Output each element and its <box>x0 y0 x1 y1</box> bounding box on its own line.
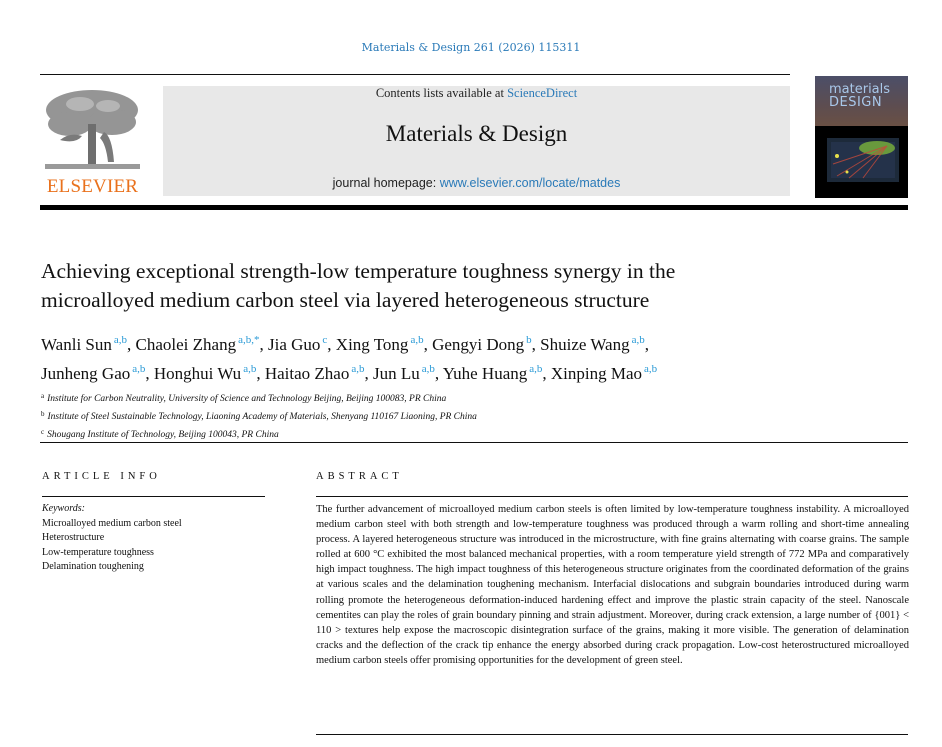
journal-cover-image[interactable]: materials DESIGN <box>815 76 908 198</box>
cover-title-line2: DESIGN <box>829 95 883 110</box>
affiliation-key: c <box>41 428 45 436</box>
author-name[interactable]: Chaolei Zhang <box>135 335 237 354</box>
homepage-line: journal homepage: www.elsevier.com/locat… <box>163 176 790 190</box>
author-name[interactable]: Xinping Mao <box>550 364 643 383</box>
title-line-2: microalloyed medium carbon steel via lay… <box>41 288 650 312</box>
keywords-label: Keywords: <box>42 503 85 514</box>
keyword-item: Microalloyed medium carbon steel <box>42 517 182 529</box>
homepage-prefix: journal homepage: <box>332 176 440 190</box>
affiliation-text: Institute for Carbon Neutrality, Univers… <box>47 394 447 404</box>
journal-banner: Contents lists available at ScienceDirec… <box>163 86 790 196</box>
cover-header: materials DESIGN <box>815 76 908 126</box>
author-name[interactable]: Honghui Wu <box>153 364 242 383</box>
author-name[interactable]: Junheng Gao <box>41 364 131 383</box>
abstract-rule <box>316 496 908 497</box>
header-thick-rule <box>40 205 908 210</box>
article-title: Achieving exceptional strength-low tempe… <box>41 257 901 315</box>
affiliation-item: a Institute for Carbon Neutrality, Univer… <box>41 389 901 407</box>
author-affiliation-ref[interactable]: a,b <box>351 363 365 375</box>
affiliation-list: a Institute for Carbon Neutrality, Univer… <box>41 389 901 443</box>
author-affiliation-ref[interactable]: a,b <box>631 334 645 346</box>
article-info-heading: ARTICLE INFO <box>42 471 161 482</box>
affiliation-item: c Shougang Institute of Technology, Beiji… <box>41 425 901 443</box>
article-info-rule <box>42 496 265 497</box>
author-name[interactable]: Xing Tong <box>335 335 409 354</box>
elsevier-logo[interactable]: ELSEVIER <box>40 86 145 198</box>
title-line-1: Achieving exceptional strength-low tempe… <box>41 259 676 283</box>
author-affiliation-ref[interactable]: a,b,* <box>238 334 260 346</box>
author-affiliation-ref[interactable]: a,b <box>132 363 146 375</box>
author-affiliation-ref[interactable]: a,b <box>421 363 435 375</box>
keywords-block: Keywords: Microalloyed medium carbon ste… <box>42 502 272 575</box>
authors-line-2: Junheng Gao a,b, Honghui Wu a,b, Haitao Zh… <box>41 363 658 383</box>
author-name[interactable]: Shuize Wang <box>540 335 630 354</box>
author-list: Wanli Sun a,b, Chaolei Zhang a,b,*, Jia Gu… <box>41 328 901 386</box>
abstract-bottom-rule <box>316 734 908 735</box>
author-name[interactable]: Jun Lu <box>372 364 420 383</box>
elsevier-tree-icon <box>45 90 140 169</box>
abstract-text: The further advancement of microalloyed … <box>316 504 909 666</box>
author-affiliation-ref[interactable]: b <box>526 334 532 346</box>
author-name[interactable]: Gengyi Dong <box>432 335 525 354</box>
author-name[interactable]: Jia Guo <box>267 335 321 354</box>
author-name[interactable]: Yuhe Huang <box>442 364 528 383</box>
author-name[interactable]: Wanli Sun <box>41 335 112 354</box>
journal-citation[interactable]: Materials & Design 261 (2026) 115311 <box>361 41 581 54</box>
sciencedirect-link[interactable]: ScienceDirect <box>507 86 578 100</box>
contents-line: Contents lists available at ScienceDirec… <box>163 86 790 101</box>
author-affiliation-ref[interactable]: a,b <box>410 334 424 346</box>
cover-micrograph-icon <box>827 138 899 182</box>
affiliation-key: b <box>41 410 45 418</box>
journal-homepage-link[interactable]: www.elsevier.com/locate/matdes <box>439 176 621 190</box>
header-top-rule <box>40 74 790 75</box>
affiliation-item: b Institute of Steel Sustainable Technolo… <box>41 407 901 425</box>
authors-line-1: Wanli Sun a,b, Chaolei Zhang a,b,*, Jia Gu… <box>41 334 649 354</box>
affiliation-key: a <box>41 392 45 400</box>
affiliation-text: Shougang Institute of Technology, Beijin… <box>47 430 279 440</box>
journal-title: Materials & Design <box>385 121 568 146</box>
author-affiliation-ref[interactable]: a,b <box>644 363 658 375</box>
section-divider <box>40 442 908 443</box>
affiliation-text: Institute of Steel Sustainable Technolog… <box>47 412 477 422</box>
author-affiliation-ref[interactable]: c <box>322 334 328 346</box>
contents-prefix: Contents lists available at <box>375 86 508 100</box>
keyword-item: Low-temperature toughness <box>42 546 154 558</box>
abstract-heading: ABSTRACT <box>316 471 403 482</box>
author-affiliation-ref[interactable]: a,b <box>529 363 543 375</box>
elsevier-wordmark: ELSEVIER <box>46 176 139 197</box>
author-affiliation-ref[interactable]: a,b <box>243 363 257 375</box>
keyword-item: Delamination toughening <box>42 561 144 572</box>
cover-title-line1: materials <box>829 82 891 97</box>
author-affiliation-ref[interactable]: a,b <box>113 334 128 346</box>
author-name[interactable]: Haitao Zhao <box>264 364 350 383</box>
keyword-item: Heterostructure <box>42 532 105 543</box>
